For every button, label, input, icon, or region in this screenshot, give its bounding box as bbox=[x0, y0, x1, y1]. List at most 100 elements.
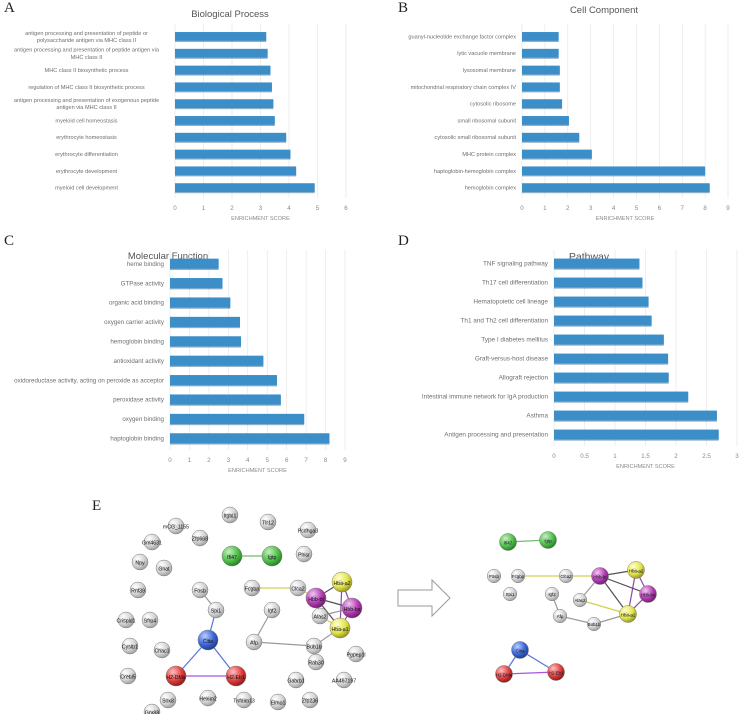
category-label: Type I diabetes mellitus bbox=[481, 337, 548, 344]
node-structure-glyph bbox=[203, 696, 214, 702]
x-tick-label: 0 bbox=[168, 457, 172, 464]
node-structure-glyph bbox=[266, 554, 279, 560]
node-structure-glyph bbox=[351, 652, 362, 658]
bar-asthma bbox=[554, 410, 717, 421]
node-structure-glyph bbox=[263, 520, 274, 526]
node-structure-glyph bbox=[211, 608, 222, 614]
x-tick-label: 2 bbox=[207, 457, 211, 464]
network-node-label: Alas2 bbox=[314, 614, 327, 620]
bar-gtpase-activity bbox=[170, 278, 223, 289]
x-tick-label: 4 bbox=[287, 205, 291, 212]
node-structure-glyph bbox=[225, 513, 236, 519]
bar-haptoglobin-hemoglobin-complex bbox=[522, 166, 706, 176]
network-node-label: Fosb bbox=[489, 574, 499, 579]
network-node-label: Hbb-bs bbox=[641, 593, 656, 598]
category-label: lysosomal membrane bbox=[463, 68, 516, 74]
category-label: myeloid cell development bbox=[55, 186, 118, 192]
network-node-h2-dma bbox=[165, 665, 187, 687]
network-node-label: Ifi47 bbox=[227, 555, 237, 561]
category-label: cytosolic ribosome bbox=[470, 102, 516, 108]
bar-organic-acid-binding bbox=[170, 297, 231, 308]
bar-oxygen-binding bbox=[170, 413, 305, 424]
network-node-label: Fcgbp bbox=[512, 574, 525, 579]
category-label: hemoglobin complex bbox=[465, 186, 517, 192]
category-label: guanyl-nucleotide exchange factor comple… bbox=[408, 34, 516, 40]
bar-type-i-diabetes-mellitus bbox=[554, 334, 664, 345]
network-node-label: Hba-a2 bbox=[629, 569, 644, 574]
node-structure-glyph bbox=[548, 592, 557, 597]
x-tick-label: 4 bbox=[612, 205, 616, 212]
bar-th17-cell-differentiation bbox=[554, 277, 643, 288]
network-node-label: Gm4631 bbox=[142, 540, 162, 546]
x-tick-label: 1 bbox=[202, 205, 206, 212]
bar-graft-versus-host-disease bbox=[554, 353, 669, 364]
network-node-label: Hbb-bt bbox=[308, 597, 324, 603]
bar-antioxidant-activity bbox=[170, 355, 264, 366]
bar-antigen-processing-and-presentation-of-exogenous-peptide-antigen-via-mhc-class-ii bbox=[175, 99, 274, 108]
network-node-label: Crispld1 bbox=[116, 618, 135, 624]
chart-biological-process: Biological Process 0 1 2 3 4 5 6 ENRICHMENT SCOR… bbox=[14, 9, 348, 222]
x-tick-label: 1.5 bbox=[641, 453, 650, 460]
x-tick-label: 6 bbox=[285, 457, 289, 464]
node-structure-glyph bbox=[506, 592, 515, 597]
bar-hemoglobin-binding bbox=[170, 336, 241, 347]
category-label: heme binding bbox=[127, 261, 165, 268]
network-node-label: Pnisr bbox=[298, 552, 310, 558]
x-tick-label: 9 bbox=[343, 457, 347, 464]
network-node-hba-a1 bbox=[329, 617, 351, 639]
node-structure-glyph bbox=[299, 552, 310, 558]
network-node-label: Ciita bbox=[203, 639, 213, 645]
x-tick-label: 8 bbox=[703, 205, 707, 212]
network-node-label: Igf2 bbox=[548, 592, 556, 597]
node-structure-glyph bbox=[247, 586, 258, 592]
category-label: haptoglobin binding bbox=[110, 435, 164, 442]
x-tick-label: 5 bbox=[265, 457, 269, 464]
x-tick-label: 5 bbox=[635, 205, 639, 212]
network-node-label: H2-DMa bbox=[166, 675, 185, 681]
x-tick-label: 6 bbox=[344, 205, 348, 212]
node-structure-glyph bbox=[273, 700, 284, 706]
category-label: Allograft rejection bbox=[499, 375, 549, 382]
network-node-h2-eb1 bbox=[225, 665, 247, 687]
category-label: MHC class II bbox=[71, 55, 103, 61]
network-node-ifi47 bbox=[221, 545, 243, 567]
network-node-label: Sfrp4 bbox=[144, 618, 157, 624]
network-node-label: Tnfaim13 bbox=[233, 698, 255, 704]
category-label: Asthma bbox=[526, 413, 548, 420]
network-node-label: Igtp bbox=[268, 555, 277, 561]
chart-molecular-function: Molecular Function 0 1 2 3 4 5 6 7 8 9 ENRICHMENT S… bbox=[14, 250, 347, 474]
network-node-label: Ifi47 bbox=[504, 541, 513, 546]
bar-antigen-processing-and-presentation-of-peptide-or-polysaccharide-antigen-via-mhc-class-ii bbox=[175, 32, 267, 41]
node-structure-glyph bbox=[503, 540, 514, 546]
x-tick-label: 0 bbox=[520, 205, 524, 212]
category-label: lytic vacuole membrane bbox=[457, 51, 516, 57]
node-structure-glyph bbox=[346, 606, 359, 612]
x-tick-label: 0 bbox=[173, 205, 177, 212]
x-tick-label: 7 bbox=[304, 457, 308, 464]
node-structure-glyph bbox=[303, 528, 314, 534]
category-label: organic acid binding bbox=[109, 300, 165, 307]
category-label: erythrocyte homeostasis bbox=[56, 135, 117, 141]
network-node-label: Spi1 bbox=[506, 592, 515, 597]
network-node-label: H2-Eb1 bbox=[227, 675, 245, 681]
x-tick-label: 4 bbox=[246, 457, 250, 464]
node-structure-glyph bbox=[311, 660, 322, 666]
bar-oxidoreductase-activity-acting-on-peroxide-as-acceptor bbox=[170, 375, 277, 386]
network-node-label: H2-Eb1 bbox=[549, 671, 564, 676]
node-structure-glyph bbox=[551, 670, 562, 676]
network-node-label: Fcgbp bbox=[245, 586, 260, 592]
network-node-label: Gnat bbox=[158, 566, 170, 572]
network-node-label: Hbb-bs bbox=[344, 607, 361, 613]
network-node-label: H2-DMa bbox=[496, 673, 513, 678]
bar-peroxidase-activity bbox=[170, 394, 281, 405]
category-label: antigen processing and presentation of p… bbox=[25, 31, 148, 37]
panel-letter-c: C bbox=[4, 233, 15, 249]
bar-mhc-class-ii-biosynthetic-process bbox=[175, 65, 271, 75]
bar-cytosolic-ribosome bbox=[522, 99, 563, 108]
node-structure-glyph bbox=[556, 614, 565, 619]
category-label: MHC protein complex bbox=[462, 152, 516, 158]
node-structure-glyph bbox=[135, 560, 146, 566]
bar-mhc-protein-complex bbox=[522, 149, 592, 159]
network-node-label: Elmo1 bbox=[271, 700, 286, 706]
chart-cell-component: Cell Component 0 1 2 3 4 5 6 7 8 9 ENRICHMENT SCORE… bbox=[408, 5, 730, 222]
